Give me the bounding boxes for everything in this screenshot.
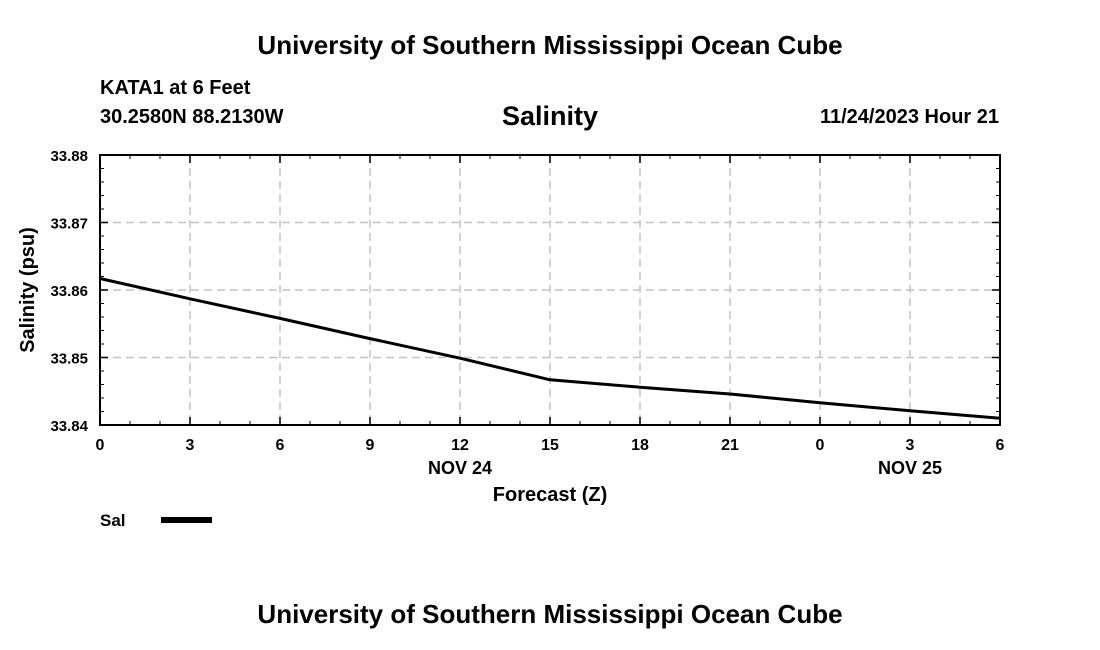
y-axis-label: Salinity (psu) (17, 227, 39, 353)
x-tick-label: 21 (721, 437, 739, 454)
legend-label: Sal (100, 511, 126, 530)
x-tick-label: 3 (906, 437, 915, 454)
grid (100, 154, 1000, 426)
x-tick-label: 0 (96, 437, 105, 454)
x-tick-label: 15 (541, 437, 559, 454)
y-tick-label: 33.88 (50, 148, 88, 165)
series-layer (99, 277, 1001, 420)
x-tick-label: 0 (816, 437, 825, 454)
forecast-run-time: 11/24/2023 Hour 21 (819, 106, 999, 128)
plot-frame (99, 154, 1001, 426)
x-tick-label: 18 (631, 437, 649, 454)
x-date-label: NOV 25 (878, 458, 942, 478)
x-tick-label: 6 (276, 437, 285, 454)
station-coordinates: 30.2580N 88.2130W (100, 106, 284, 128)
footer-title: University of Southern Mississippi Ocean… (257, 599, 843, 629)
x-date-label: NOV 24 (428, 458, 492, 478)
x-axis-label: Forecast (Z) (493, 484, 607, 506)
page-title: University of Southern Mississippi Ocean… (257, 30, 843, 60)
series-line-sal (99, 277, 1001, 420)
x-tick-label: 12 (451, 437, 469, 454)
station-label: KATA1 at 6 Feet (100, 77, 251, 99)
x-tick-label: 6 (996, 437, 1005, 454)
x-tick-label: 3 (186, 437, 195, 454)
chart-title: Salinity (501, 101, 599, 131)
y-tick-label: 33.85 (50, 351, 88, 368)
y-tick-label: 33.87 (50, 216, 88, 233)
legend: Sal (100, 511, 212, 530)
y-tick-label: 33.86 (50, 283, 88, 300)
x-tick-label: 9 (366, 437, 375, 454)
axis-labels: Forecast (Z) Salinity (psu) 0 3 6 9 12 15 18 21… (17, 148, 1005, 506)
y-tick-label: 33.84 (50, 418, 88, 435)
